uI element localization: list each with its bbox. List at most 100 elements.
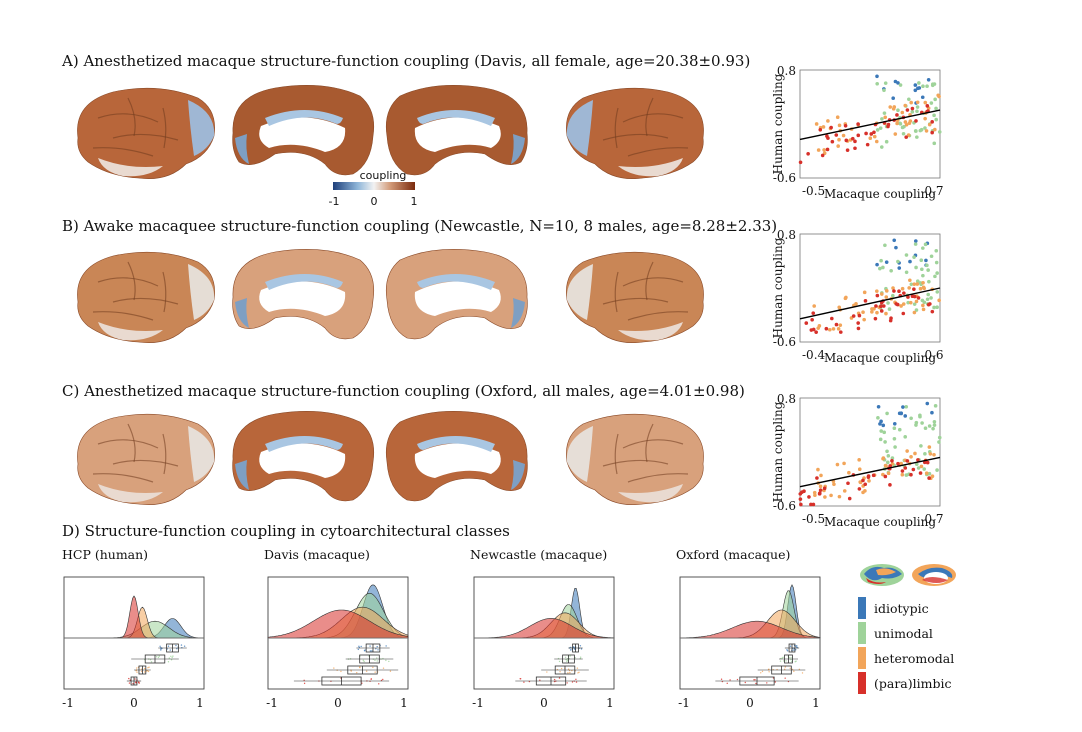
scatter-point <box>836 327 841 331</box>
scatter-point <box>905 108 910 112</box>
scatter-point <box>875 293 880 298</box>
scatter-point <box>883 81 888 85</box>
scatter-point <box>842 461 846 466</box>
scatter-point <box>864 131 868 136</box>
box-plot <box>134 665 151 675</box>
scatter-point <box>847 496 852 501</box>
scatter-point <box>888 483 892 487</box>
scatter-point <box>893 445 897 449</box>
scatter-point <box>937 298 941 303</box>
scatter-point <box>923 126 927 130</box>
x-axis-label: Macaque coupling <box>824 515 936 529</box>
scatter-point <box>875 81 879 86</box>
scatter-point <box>914 462 919 467</box>
y-tick-label: -0.6 <box>773 499 796 513</box>
y-axis-label: Human coupling <box>771 73 785 174</box>
scatter-point <box>886 454 891 458</box>
scatter-points <box>804 238 941 334</box>
scatter-point <box>887 307 892 311</box>
x-tick-label: -1 <box>472 696 484 710</box>
scatter-point <box>872 130 876 135</box>
scatter-point <box>851 314 856 318</box>
scatter-point <box>875 74 879 79</box>
scatter-point <box>856 133 861 138</box>
scatter-point <box>815 476 819 480</box>
scatter-point <box>897 411 902 416</box>
scatter-point <box>798 497 803 501</box>
scatter-point <box>875 262 879 267</box>
scatter-point <box>883 243 887 248</box>
scatter-point <box>923 116 927 121</box>
y-tick-label: 0.8 <box>777 64 796 78</box>
legend-label: heteromodal <box>874 650 955 666</box>
scatter-point <box>929 296 933 300</box>
scatter-point <box>901 405 905 409</box>
scatter-point <box>912 294 917 299</box>
scatter-point <box>914 239 918 243</box>
scatter-point <box>919 444 923 448</box>
scatter-point <box>935 305 939 310</box>
scatter-point <box>920 267 924 272</box>
scatter-point <box>906 300 910 305</box>
brain-row-a <box>77 85 704 179</box>
lateral-surface <box>77 87 215 179</box>
scatter-point <box>891 96 895 101</box>
scatter-point <box>863 482 868 487</box>
x-tick-label: -0.4 <box>802 348 826 362</box>
x-tick-label: -0.5 <box>802 184 825 198</box>
scatter-point <box>861 310 865 314</box>
scatter-point <box>932 452 936 457</box>
scatter-point <box>924 471 929 475</box>
scatter-point <box>925 84 929 89</box>
scatter-point <box>875 128 880 132</box>
scatter-point <box>895 302 900 307</box>
box-plot <box>784 643 800 653</box>
scatter-point <box>811 502 816 507</box>
scatter-point <box>912 287 916 291</box>
scatter-point <box>818 488 823 492</box>
scatter-point <box>922 286 927 291</box>
scatter-point <box>861 478 865 483</box>
scatter-point <box>890 458 894 463</box>
scatter-point <box>836 144 840 148</box>
density-curve <box>267 609 409 639</box>
scatter-point <box>841 133 846 138</box>
scatter-point <box>914 265 918 270</box>
medial-surface <box>386 411 528 502</box>
scatter-point <box>923 452 927 456</box>
scatter-point <box>876 404 881 409</box>
scatter-point <box>882 430 887 435</box>
scatter-point <box>813 493 817 498</box>
scatter-point <box>857 458 861 462</box>
scatter-point <box>879 145 884 149</box>
colorbar-gradient <box>333 182 415 190</box>
scatter-point <box>892 289 896 293</box>
scatter-point <box>897 266 902 270</box>
box-plot <box>541 665 589 675</box>
scatter-point <box>904 122 909 127</box>
scatter-point <box>910 110 915 114</box>
scatter-point <box>819 473 823 478</box>
legend-swatch <box>858 622 866 644</box>
colorbar-tick: 1 <box>411 195 418 208</box>
scatter-point <box>935 271 939 275</box>
scatter-point <box>910 106 915 111</box>
scatter-point <box>900 469 905 473</box>
scatter-point <box>881 304 886 308</box>
scatter-point <box>879 304 883 309</box>
box-plot <box>757 665 806 675</box>
scatter-point <box>872 306 876 311</box>
scatter-point <box>867 479 871 483</box>
scatter-point <box>875 289 879 293</box>
scatter-point <box>914 119 918 123</box>
legend-item-heteromodal: heteromodal <box>858 647 954 669</box>
lateral-surface <box>77 413 215 505</box>
medial-surface <box>386 85 528 176</box>
plot-frame <box>799 397 941 507</box>
scatter-point <box>854 301 858 306</box>
scatter-point <box>927 122 932 127</box>
plot-frame <box>63 576 205 690</box>
scatter-point <box>838 323 843 327</box>
scatter-point <box>927 424 932 428</box>
